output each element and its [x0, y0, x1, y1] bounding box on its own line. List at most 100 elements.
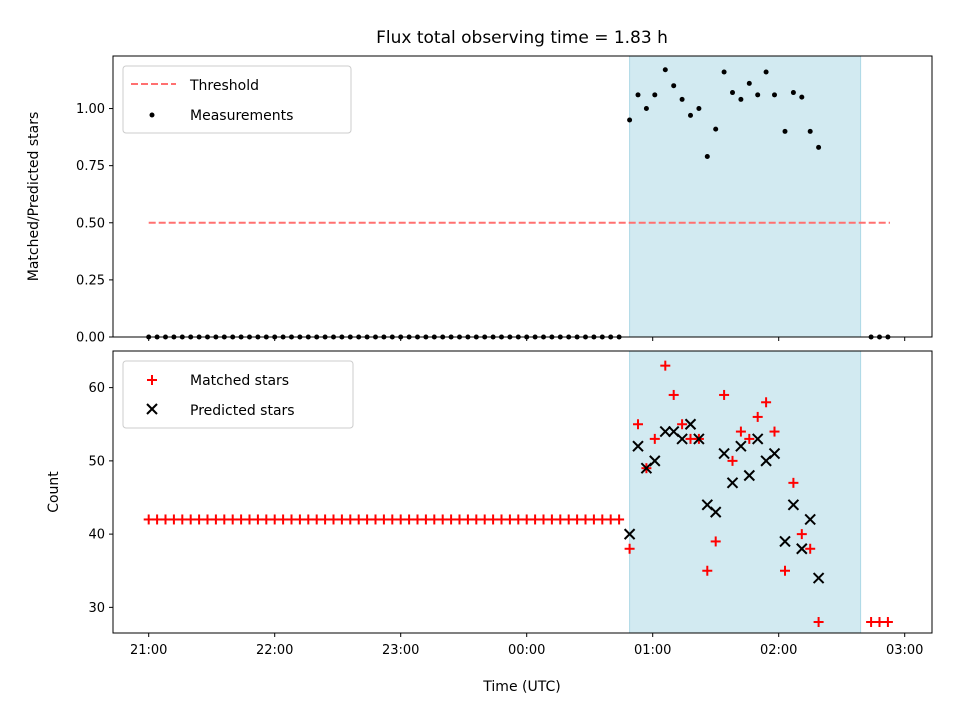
predicted-star-marker	[768, 447, 781, 460]
matched-star-marker	[202, 514, 213, 525]
matched-star-marker	[744, 433, 755, 444]
measurement-point	[807, 128, 813, 134]
matched-star-marker	[185, 514, 196, 525]
matched-star-marker	[446, 514, 457, 525]
matched-star-marker	[874, 617, 885, 628]
predicted-star-marker	[709, 506, 722, 518]
measurement-point	[643, 106, 649, 112]
y-tick-label: 1.00	[76, 102, 105, 117]
matched-star-marker	[563, 514, 574, 525]
x-tick-label: 00:00	[508, 643, 545, 658]
chart-title: Flux total observing time = 1.83 h	[376, 28, 668, 48]
matched-star-marker	[269, 514, 280, 525]
y-tick-label: 50	[88, 454, 105, 469]
matched-star-marker	[727, 455, 738, 466]
x-marker-b	[726, 477, 739, 489]
matched-star-marker	[660, 360, 671, 371]
legend-measurements-swatch	[149, 112, 155, 118]
x-marker-b	[693, 433, 705, 445]
measurement-point	[662, 67, 668, 73]
x-marker-b	[623, 528, 636, 540]
matched-star-marker	[530, 514, 541, 525]
matched-star-marker	[496, 514, 507, 525]
matched-star-marker	[649, 433, 660, 444]
matched-star-marker	[780, 565, 790, 576]
x-marker-b	[735, 440, 747, 452]
matched-star-marker	[677, 419, 688, 430]
matched-star-marker	[236, 514, 247, 525]
plot-frame	[112, 55, 933, 338]
matched-star-marker	[412, 514, 423, 525]
measurement-point	[790, 90, 796, 96]
x-marker-b	[743, 469, 756, 482]
measurement-point	[652, 92, 658, 98]
matched-star-marker	[168, 514, 179, 525]
highlight-span	[629, 55, 862, 338]
x-marker-b	[768, 447, 781, 460]
matched-star-marker	[702, 565, 713, 576]
legend-predicted-swatch	[146, 403, 158, 415]
predicted-star-marker	[676, 433, 688, 445]
legend-matched-swatch	[147, 375, 157, 385]
matched-star-marker	[719, 389, 730, 400]
predicted-star-marker	[796, 543, 808, 555]
x-marker-b	[659, 425, 672, 438]
matched-star-marker	[194, 514, 205, 525]
matched-star-marker	[378, 514, 389, 525]
matched-star-marker	[513, 514, 524, 525]
x-marker-b	[676, 433, 688, 445]
matched-star-marker	[328, 514, 339, 525]
measurement-point	[635, 92, 641, 98]
measurement-point	[782, 128, 788, 134]
measurement-point	[816, 144, 822, 150]
matched-star-marker	[761, 397, 772, 408]
x-marker-b	[709, 506, 722, 518]
matched-star-marker	[278, 514, 289, 525]
predicted-star-marker	[718, 447, 730, 460]
measurement-point	[721, 69, 727, 75]
matched-star-marker	[143, 514, 154, 525]
legend-threshold-label: Threshold	[189, 78, 259, 94]
matched-star-marker	[882, 617, 893, 628]
plot-frame	[112, 350, 933, 634]
predicted-star-marker	[693, 433, 705, 445]
matched-star-marker	[462, 514, 473, 525]
predicted-star-marker	[684, 418, 697, 430]
measurement-point	[627, 117, 633, 123]
matched-star-marker	[471, 514, 482, 525]
matched-star-marker	[588, 514, 599, 525]
bottom-panel: 30 40 50 60 21:00 22:00 23:00 00:00 01:00 02:00 03…	[46, 350, 933, 658]
matched-star-marker	[252, 514, 263, 525]
measurement-point	[763, 69, 769, 75]
matched-star-marker	[504, 514, 515, 525]
top-legend: Threshold Measurements	[122, 65, 352, 134]
x-marker-b	[787, 499, 800, 511]
matched-star-marker	[488, 514, 499, 525]
measurement-point	[713, 126, 719, 132]
matched-star-marker	[521, 514, 532, 525]
matched-star-marker	[735, 426, 746, 437]
matched-star-marker	[479, 514, 490, 525]
measurement-point	[755, 92, 761, 98]
y-tick-label: 60	[88, 381, 105, 396]
x-marker-b	[684, 418, 697, 430]
y-tick-label: 0.25	[76, 273, 105, 288]
x-marker-b	[779, 535, 791, 548]
matched-star-marker	[336, 514, 347, 525]
x-marker-b	[667, 425, 680, 438]
x-tick-label: 03:00	[886, 643, 923, 658]
matched-star-marker	[227, 514, 238, 525]
matched-star-marker	[769, 426, 780, 437]
highlight-span	[629, 350, 862, 634]
matched-star-marker	[788, 477, 799, 488]
matched-star-marker	[429, 514, 440, 525]
predicted-star-marker	[751, 433, 764, 445]
measurement-point	[772, 92, 777, 98]
matched-star-marker	[387, 514, 398, 525]
matched-star-marker	[311, 514, 322, 525]
matched-star-marker	[370, 514, 381, 525]
measurement-point	[730, 90, 735, 96]
measurement-point	[688, 112, 693, 118]
matched-star-marker	[605, 514, 616, 525]
